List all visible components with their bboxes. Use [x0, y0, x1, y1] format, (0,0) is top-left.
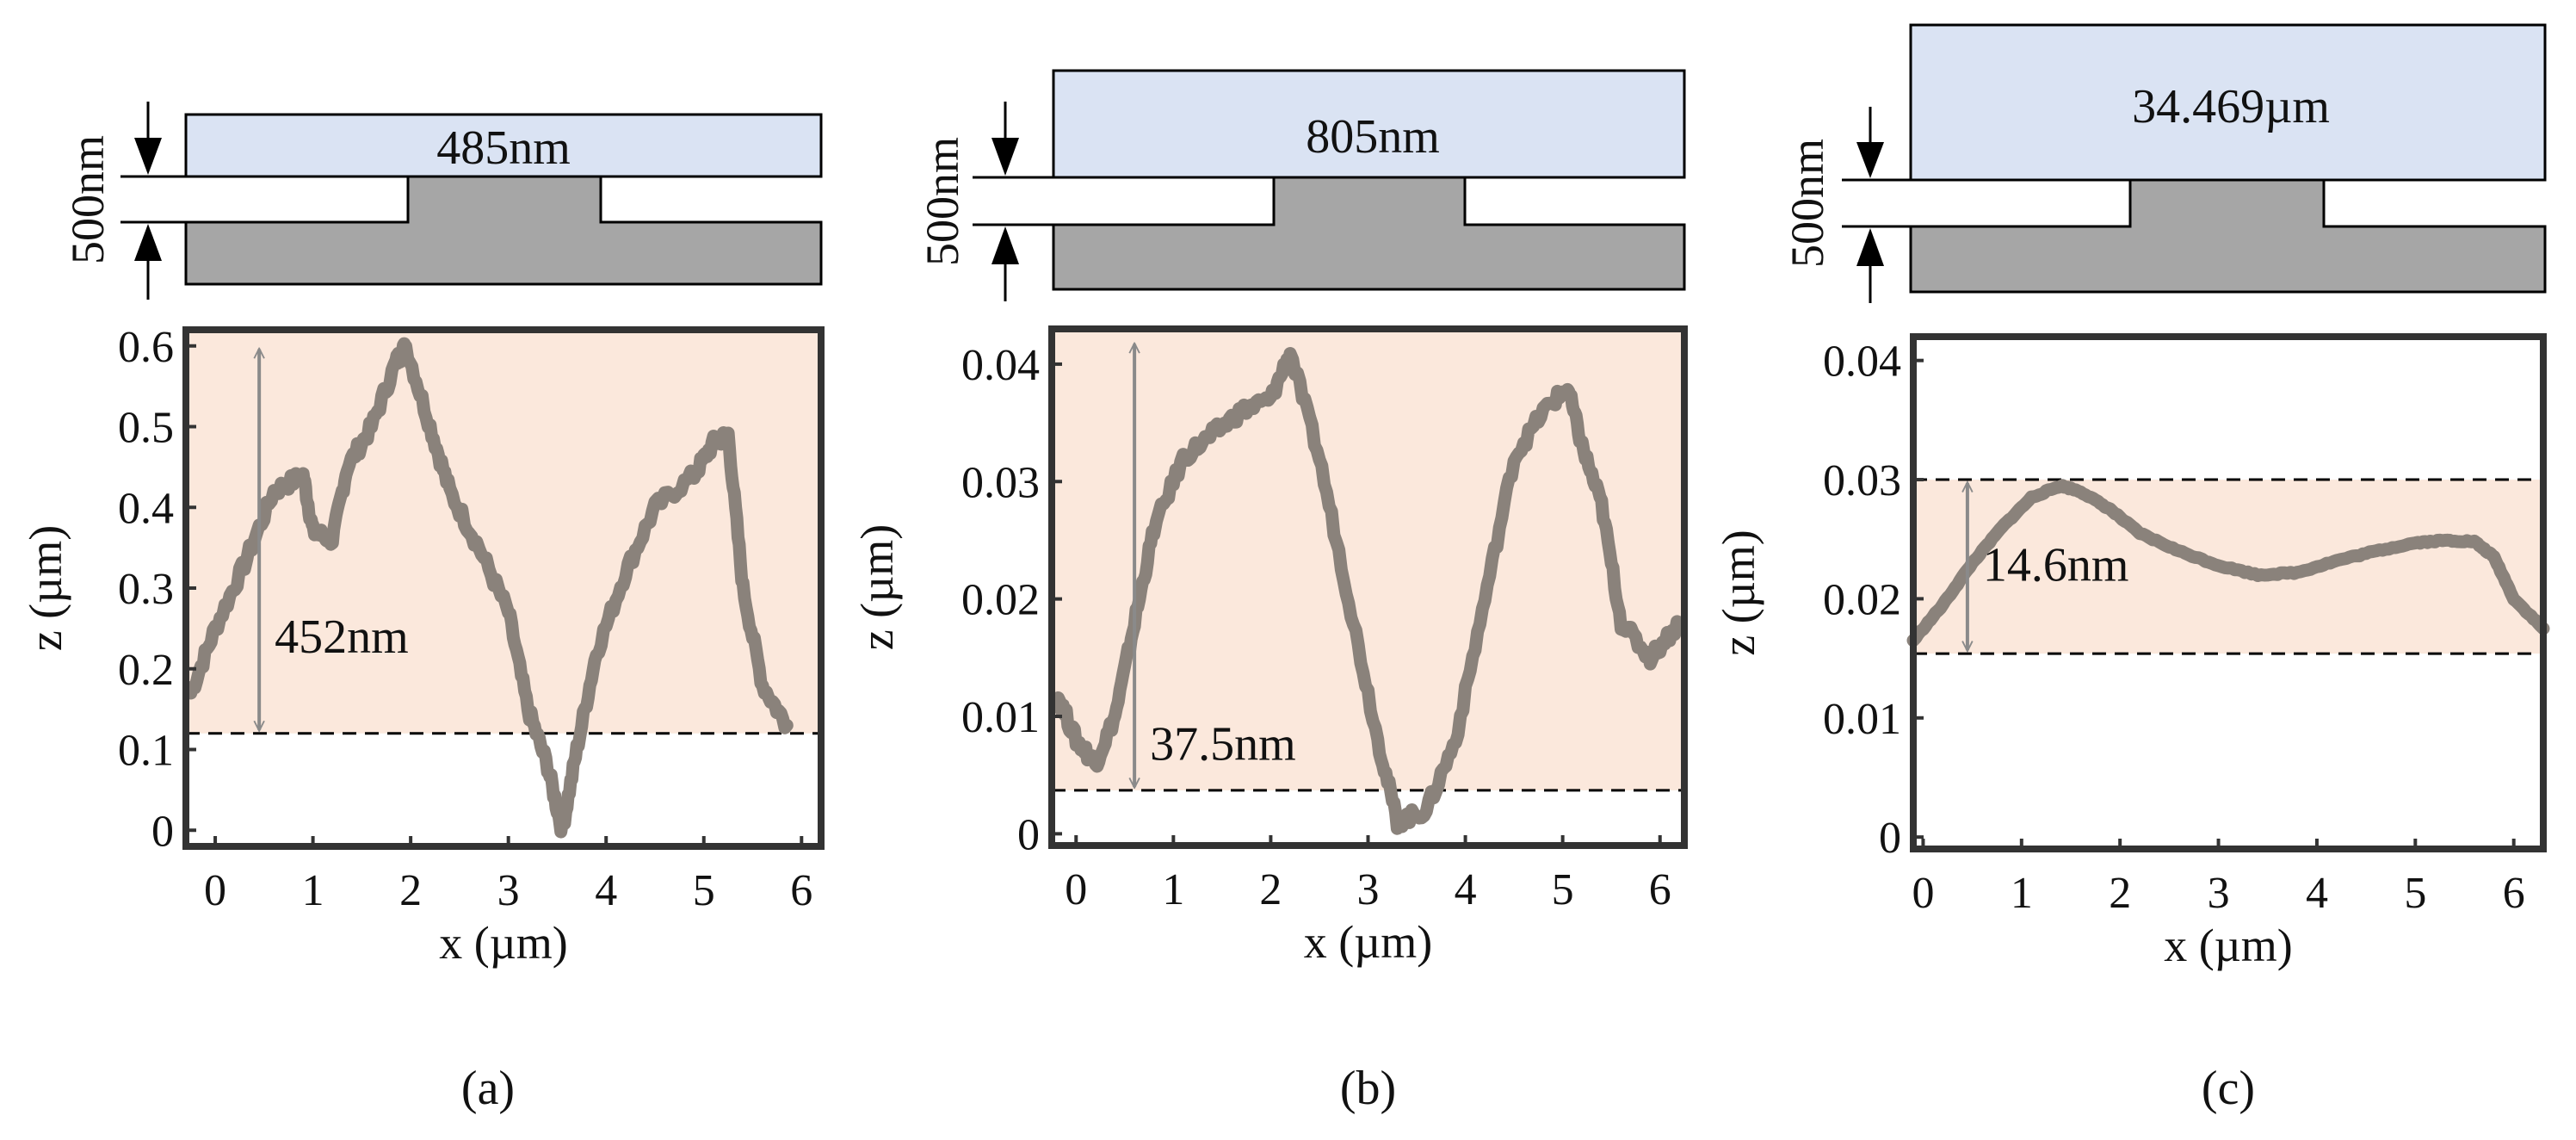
panel-a-x-tick-label: 1	[302, 866, 324, 915]
panel-b-ridge-outline	[1053, 176, 1684, 226]
panel-c-x-tick-label: 2	[2109, 869, 2131, 918]
panel-a-schematic: 485nm 500nm	[62, 102, 823, 300]
panel-a-dim-arrow-down	[134, 138, 162, 175]
panel-b-y-tick-label: 0.03	[961, 458, 1040, 507]
panel-b-film-label: 805nm	[1306, 110, 1440, 164]
panel-a-x-tick-label: 5	[693, 866, 715, 915]
panel-b-step-label: 500nm	[917, 137, 968, 266]
panel-b-dim-arrow-down	[991, 138, 1019, 176]
panel-c-x-axis-label: x (µm)	[2164, 920, 2293, 971]
panel-b: 805nm 500nm 37.5nm 0 0.01 0.02 0.03 0.04 0 1 2…	[851, 69, 1688, 1115]
panel-a-x-tick-label: 6	[790, 866, 812, 915]
panel-a-x-tick-label: 2	[399, 866, 422, 915]
panel-b-substrate	[1052, 223, 1686, 291]
panel-a-dim-arrow-up	[134, 224, 162, 261]
panel-a-profile-curve	[184, 337, 794, 839]
panel-b-annotation: 37.5nm	[1150, 717, 1296, 771]
panel-a-ridge-outline	[186, 175, 821, 224]
panel-c-y-tick-label: 0	[1879, 814, 1901, 863]
panel-a-x-tick-label: 0	[204, 866, 226, 915]
panel-c-plot-frame	[1910, 333, 2547, 852]
panel-b-y-axis-label: z (µm)	[851, 524, 903, 651]
panel-b-schematic: 805nm 500nm	[917, 69, 1686, 301]
panel-a-y-tick-label: 0.4	[118, 484, 174, 533]
panel-b-label: (b)	[1340, 1062, 1396, 1115]
panel-a-film-layer	[184, 113, 823, 178]
panel-c-y-tick-label: 0.02	[1823, 575, 1901, 624]
panel-c-ridge	[2130, 180, 2324, 228]
panel-a-y-axis-label: z (µm)	[20, 525, 71, 652]
panel-a-label: (a)	[461, 1062, 515, 1115]
panel-b-x-tick-label: 0	[1065, 865, 1087, 914]
panel-c-x-tick-label: 0	[1912, 869, 1934, 918]
panel-c-step-label: 500nm	[1782, 139, 1833, 268]
panel-c-x-tick-label: 5	[2404, 869, 2426, 918]
panel-b-x-ticks: 0 1 2 3 4 5 6	[1065, 835, 1671, 914]
panel-c-profile-curve	[1906, 479, 2550, 647]
panel-c-y-axis-label: z (µm)	[1713, 530, 1764, 656]
panel-c-film-label: 34.469µm	[2132, 80, 2330, 133]
panel-a-x-ticks: 0 1 2 3 4 5 6	[204, 836, 812, 915]
panel-a-y-tick-label: 0.1	[118, 727, 174, 776]
panel-a-substrate	[184, 220, 823, 286]
panel-a-y-ticks: 0 0.1 0.2 0.3 0.4 0.5 0.6	[118, 323, 196, 856]
panel-c-x-tick-label: 3	[2208, 869, 2230, 918]
panel-b-x-tick-label: 1	[1162, 865, 1184, 914]
panel-c-y-tick-label: 0.04	[1823, 338, 1901, 387]
panel-a-y-tick-label: 0.5	[118, 404, 174, 453]
panel-a-band	[186, 330, 821, 734]
panel-a-x-tick-label: 4	[595, 866, 617, 915]
panel-a-x-axis-label: x (µm)	[439, 917, 568, 969]
panel-b-y-tick-label: 0.04	[961, 341, 1040, 390]
panel-a-y-tick-label: 0.6	[118, 323, 174, 372]
panel-c-substrate	[1909, 225, 2547, 294]
panel-b-dim-arrow-up	[991, 226, 1019, 264]
panel-c-y-tick-label: 0.03	[1823, 456, 1901, 505]
panel-a-y-tick-label: 0.2	[118, 646, 174, 695]
panel-c-x-tick-label: 4	[2306, 869, 2328, 918]
panel-b-x-tick-label: 6	[1649, 865, 1671, 914]
panel-c: 34.469µm 500nm 14.6nm 00.010.020.030.04 …	[1713, 23, 2550, 1115]
panel-a: 485nm 500nm 452nm 0 0.1 0.2 0.3 0.4 0.5 0.6 0 1…	[20, 102, 825, 1115]
panel-b-y-tick-label: 0	[1017, 810, 1040, 859]
panel-c-dim-arrow-up	[1856, 228, 1884, 266]
panel-c-ridge-outline	[1911, 178, 2545, 228]
panel-c-annotation: 14.6nm	[1983, 539, 2129, 592]
panel-b-x-tick-label: 4	[1455, 865, 1477, 914]
panel-c-y-ticks: 0 0.01 0.02 0.03 0.04	[1823, 338, 1924, 863]
panel-c-x-tick-label: 1	[2011, 869, 2033, 918]
panel-a-y-tick-label: 0.3	[118, 565, 174, 614]
panel-b-film-layer	[1052, 69, 1686, 179]
panel-b-x-tick-label: 2	[1259, 865, 1282, 914]
panel-b-x-axis-label: x (µm)	[1304, 916, 1433, 968]
panel-b-ridge	[1274, 177, 1465, 226]
panel-c-schematic: 34.469µm 500nm	[1782, 23, 2547, 303]
panel-a-y-tick-label: 0	[151, 807, 174, 856]
panel-c-x-tick-label: 6	[2503, 869, 2525, 918]
panel-b-x-tick-label: 5	[1552, 865, 1574, 914]
panel-a-annotation: 452nm	[275, 610, 409, 664]
panel-c-x-ticks: 0 1 2 3 4 5 6	[1912, 839, 2525, 918]
panel-c-label: (c)	[2202, 1062, 2255, 1115]
panel-a-ridge	[408, 177, 601, 224]
panel-c-dim-arrow-down	[1856, 142, 1884, 178]
panel-b-y-ticks: 0 0.01 0.02 0.03 0.04	[961, 341, 1062, 859]
panel-b-x-tick-label: 3	[1357, 865, 1380, 914]
panel-c-film-layer	[1909, 23, 2547, 182]
panel-a-plot-frame	[182, 326, 825, 850]
panel-b-y-tick-label: 0.02	[961, 576, 1040, 625]
panel-a-film-label: 485nm	[436, 121, 571, 175]
panel-b-y-tick-label: 0.01	[961, 693, 1040, 742]
panel-a-plot: 452nm 0 0.1 0.2 0.3 0.4 0.5 0.6 0 1 2 3 4 5 6 x (µm)…	[20, 323, 825, 1115]
panel-a-x-tick-label: 3	[497, 866, 520, 915]
panel-b-plot-frame	[1048, 325, 1688, 849]
panel-a-step-label: 500nm	[62, 135, 114, 264]
panel-c-y-tick-label: 0.01	[1823, 695, 1901, 744]
